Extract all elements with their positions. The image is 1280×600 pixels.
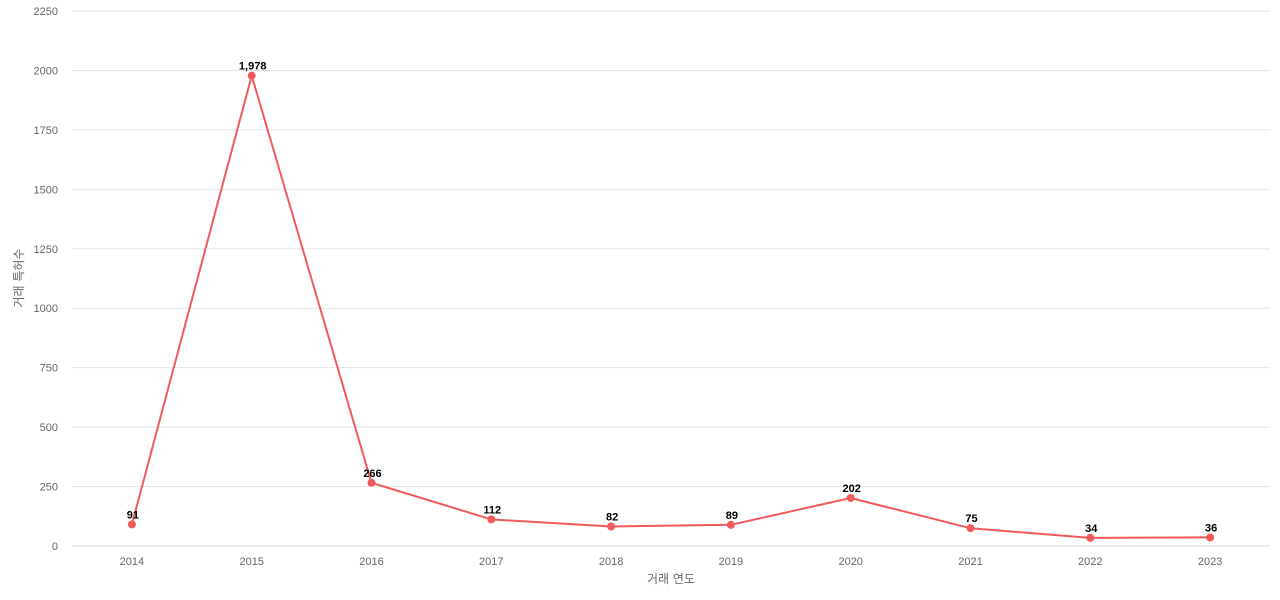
y-tick-label: 750 [40, 363, 58, 375]
x-axis-ticks: 2014 2015 2016 2017 2018 2019 2020 2021 2022 2023 [120, 556, 1223, 568]
x-tick-label: 2022 [1078, 556, 1102, 568]
x-tick-label: 2023 [1198, 556, 1222, 568]
data-label: 75 [965, 513, 977, 525]
series-line [130, 74, 1211, 539]
data-label: 266 [363, 468, 381, 480]
data-labels: 91 1,978 266 112 82 89 202 75 34 36 [127, 61, 1217, 535]
y-tick-label: 500 [40, 422, 58, 434]
data-point [247, 71, 256, 80]
y-axis-ticks: 0 250 500 750 1000 1250 1500 1750 2000 2250 [34, 6, 58, 553]
y-tick-label: 2250 [34, 6, 58, 18]
data-label: 202 [843, 483, 861, 495]
data-point [127, 520, 136, 529]
data-label: 36 [1205, 522, 1217, 534]
y-tick-label: 1750 [34, 125, 58, 137]
data-point [487, 515, 496, 524]
x-tick-label: 2018 [599, 556, 623, 568]
x-tick-label: 2021 [958, 556, 982, 568]
data-label: 112 [483, 504, 501, 516]
x-tick-label: 2015 [239, 556, 263, 568]
y-tick-label: 1500 [34, 184, 58, 196]
y-tick-label: 1250 [34, 244, 58, 256]
data-point [1206, 533, 1215, 542]
data-point [1086, 533, 1095, 542]
data-point [367, 478, 376, 487]
x-tick-label: 2016 [359, 556, 383, 568]
x-tick-label: 2017 [479, 556, 503, 568]
data-label: 82 [606, 512, 618, 524]
y-tick-label: 0 [52, 541, 58, 553]
data-point [846, 493, 855, 502]
data-label: 89 [726, 510, 738, 522]
data-label: 1,978 [239, 61, 267, 73]
x-axis-title: 거래 연도 [647, 572, 695, 586]
data-points [127, 71, 1215, 542]
data-point [607, 522, 616, 531]
x-tick-label: 2020 [838, 556, 862, 568]
data-label: 34 [1085, 523, 1098, 535]
data-point [966, 524, 975, 533]
y-tick-label: 1000 [34, 303, 58, 315]
data-label: 91 [127, 509, 139, 521]
y-axis-title: 거래 특허수 [12, 248, 26, 307]
x-tick-label: 2014 [120, 556, 144, 568]
x-tick-label: 2019 [719, 556, 743, 568]
data-point [726, 520, 735, 529]
grid-lines [72, 10, 1270, 547]
y-tick-label: 250 [40, 482, 58, 494]
y-tick-label: 2000 [34, 65, 58, 77]
